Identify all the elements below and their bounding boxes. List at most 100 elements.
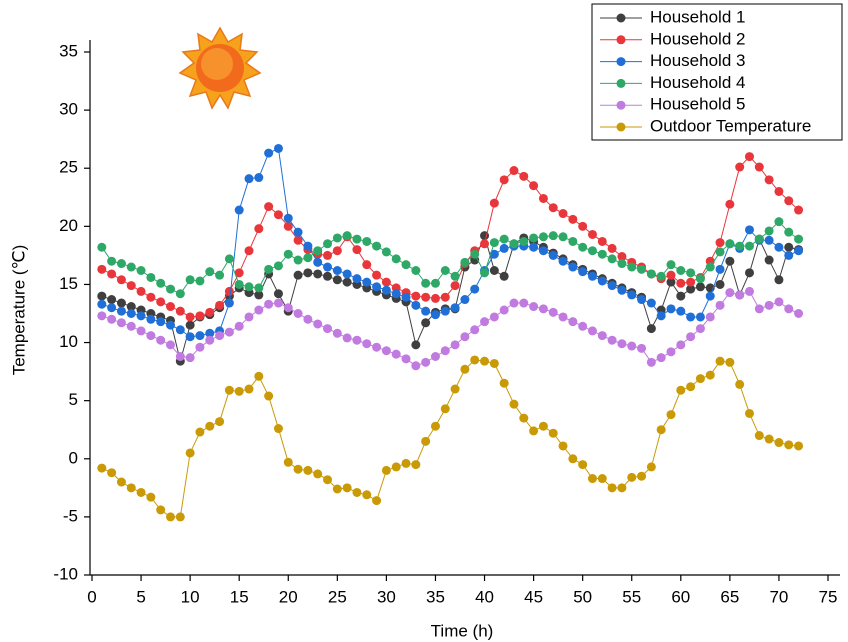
- data-point: [725, 239, 735, 249]
- data-point: [146, 292, 156, 302]
- data-point: [460, 332, 470, 342]
- data-point: [254, 371, 264, 381]
- data-point: [744, 241, 754, 251]
- data-point: [352, 245, 362, 255]
- series-line: [101, 155, 799, 318]
- data-point: [499, 234, 509, 244]
- data-point: [529, 302, 539, 312]
- data-point: [558, 256, 568, 266]
- x-tick-label: 70: [769, 587, 788, 606]
- data-point: [774, 217, 784, 227]
- data-point: [195, 342, 205, 352]
- data-point: [411, 340, 421, 350]
- data-point: [116, 298, 126, 308]
- data-point: [548, 250, 558, 260]
- data-point: [283, 249, 293, 259]
- data-point: [725, 199, 735, 209]
- data-point: [499, 378, 509, 388]
- data-point: [401, 260, 411, 270]
- data-point: [695, 274, 705, 284]
- data-point: [126, 281, 136, 291]
- x-tick-label: 30: [377, 587, 396, 606]
- data-point: [715, 247, 725, 257]
- x-tick-label: 10: [181, 587, 200, 606]
- data-point: [784, 227, 794, 237]
- data-point: [538, 304, 548, 314]
- data-point: [185, 312, 195, 322]
- data-point: [116, 477, 126, 487]
- data-point: [686, 277, 696, 287]
- data-point: [116, 275, 126, 285]
- data-point: [323, 250, 333, 260]
- data-point: [627, 472, 637, 482]
- data-point: [538, 246, 548, 256]
- data-point: [97, 463, 107, 473]
- data-point: [676, 385, 686, 395]
- data-point: [578, 460, 588, 470]
- data-point: [676, 340, 686, 350]
- data-point: [401, 292, 411, 302]
- data-point: [264, 299, 274, 309]
- data-point: [676, 291, 686, 301]
- data-point: [656, 311, 666, 321]
- legend-label: Household 5: [650, 95, 745, 114]
- x-tick-label: 75: [819, 587, 838, 606]
- data-point: [273, 298, 283, 308]
- data-point: [352, 274, 362, 284]
- data-point: [774, 186, 784, 196]
- legend-label: Household 2: [650, 29, 745, 48]
- data-point: [715, 238, 725, 248]
- data-point: [116, 259, 126, 269]
- data-point: [794, 234, 804, 244]
- data-point: [450, 384, 460, 394]
- data-point: [666, 410, 676, 420]
- series-line: [101, 359, 799, 518]
- data-point: [166, 512, 176, 522]
- data-point: [538, 421, 548, 431]
- data-point: [568, 214, 578, 224]
- data-point: [784, 440, 794, 450]
- x-tick-label: 40: [475, 587, 494, 606]
- data-point: [215, 331, 225, 341]
- data-point: [686, 332, 696, 342]
- data-point: [744, 152, 754, 162]
- data-point: [774, 438, 784, 448]
- data-point: [470, 284, 480, 294]
- data-point: [313, 257, 323, 267]
- data-point: [617, 339, 627, 349]
- data-point: [578, 321, 588, 331]
- data-point: [705, 312, 715, 322]
- x-tick-label: 20: [279, 587, 298, 606]
- data-point: [185, 332, 195, 342]
- data-point: [587, 229, 597, 239]
- data-point: [597, 249, 607, 259]
- data-point: [607, 254, 617, 264]
- data-point: [195, 427, 205, 437]
- y-tick-label: 20: [59, 216, 78, 235]
- data-point: [342, 231, 352, 241]
- data-point: [764, 175, 774, 185]
- data-point: [578, 242, 588, 252]
- data-point: [646, 298, 656, 308]
- data-point: [470, 355, 480, 365]
- legend-label: Household 4: [650, 73, 745, 92]
- x-tick-label: 55: [622, 587, 641, 606]
- data-point: [597, 276, 607, 286]
- data-point: [480, 356, 490, 366]
- data-point: [754, 304, 764, 314]
- data-point: [529, 242, 539, 252]
- data-point: [480, 239, 490, 249]
- data-point: [146, 314, 156, 324]
- data-point: [666, 270, 676, 280]
- data-point: [715, 356, 725, 366]
- data-point: [234, 321, 244, 331]
- data-point: [548, 428, 558, 438]
- data-point: [587, 326, 597, 336]
- data-point: [450, 340, 460, 350]
- data-point: [391, 349, 401, 359]
- data-point: [97, 264, 107, 274]
- data-point: [607, 281, 617, 291]
- legend-label: Household 3: [650, 51, 745, 70]
- data-point: [107, 468, 117, 478]
- data-point: [97, 242, 107, 252]
